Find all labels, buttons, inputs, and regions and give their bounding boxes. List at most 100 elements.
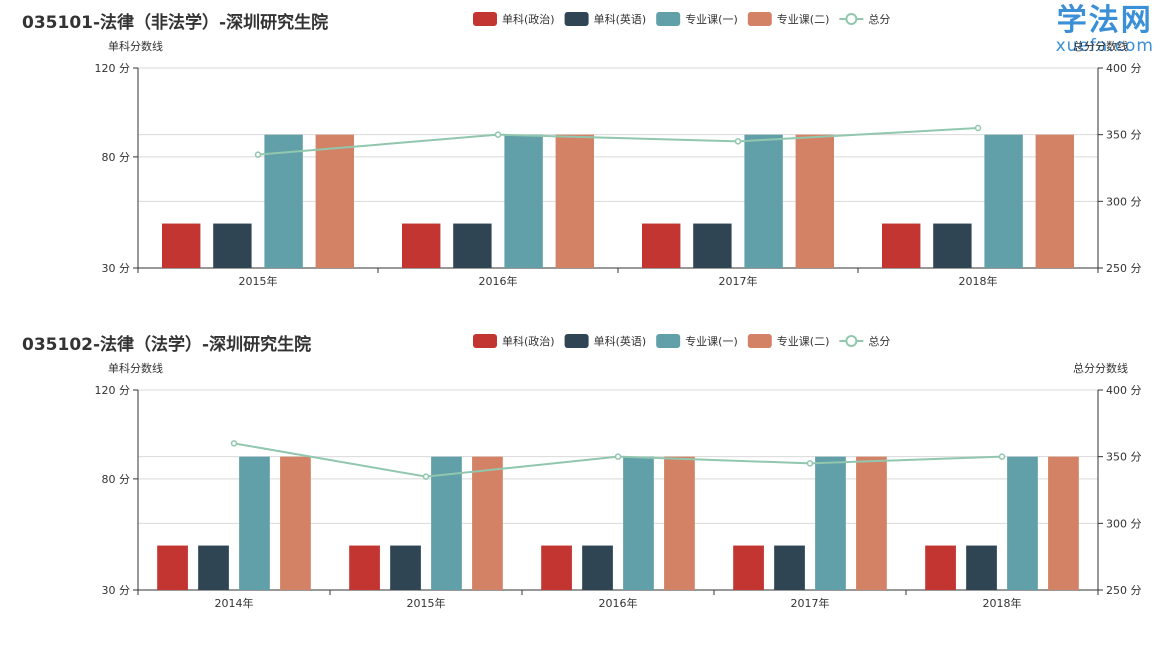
legend-label: 专业课(一) [685,334,738,348]
legend-swatch[interactable] [747,12,772,26]
y-axis-left-label: 单科分数线 [108,361,163,375]
bar[interactable] [555,134,594,268]
bar[interactable] [856,456,887,590]
y-right-tick-label: 350 分 [1106,129,1142,142]
x-tick-label: 2017年 [719,274,758,288]
total-score-point[interactable] [734,138,742,145]
x-tick-label: 2018年 [959,274,998,288]
legend-label: 单科(政治) [502,12,555,26]
y-axis-right-label: 总分分数线 [1073,361,1128,375]
legend-swatch[interactable] [564,334,589,348]
legend-label: 专业课(二) [777,334,830,348]
chart-law-nonlaw: 035101-法律（非法学）-深圳研究生院 单科(政治) 单科(英语) 专业课(一) 专… [22,12,1142,288]
bar[interactable] [693,223,732,268]
legend-swatch[interactable] [656,12,681,26]
y-axis-right-label: 总分分数线 [1073,39,1128,53]
y-left-tick-label: 120 分 [95,62,131,75]
bar[interactable] [431,456,462,590]
chart-title: 035101-法律（非法学）-深圳研究生院 [22,12,328,33]
legend-swatch[interactable] [656,334,681,348]
watermark-main-text: 学法网 [1056,3,1153,38]
x-tick-label: 2016年 [599,596,638,610]
bar[interactable] [664,456,695,590]
legend-label: 单科(英语) [594,12,647,26]
bar[interactable] [984,134,1023,268]
y-left-tick-label: 80 分 [102,151,131,164]
x-tick-label: 2016年 [479,274,518,288]
watermark-logo: 学法网 xuefa.com [1056,6,1154,55]
bar[interactable] [733,545,764,590]
bar[interactable] [280,456,311,590]
legend-swatch[interactable] [747,334,772,348]
bar[interactable] [1035,134,1074,268]
legend-label: 专业课(二) [777,12,830,26]
x-tick-label: 2015年 [239,274,278,288]
bar[interactable] [642,223,681,268]
bar[interactable] [774,545,805,590]
bar[interactable] [402,223,441,268]
legend-label: 单科(英语) [594,334,647,348]
y-left-tick-label: 30 分 [102,262,131,275]
bar[interactable] [1048,456,1079,590]
x-tick-label: 2015年 [407,596,446,610]
total-score-point[interactable] [254,151,262,158]
legend-label: 专业课(一) [685,12,738,26]
y-right-tick-label: 300 分 [1106,195,1142,208]
bar[interactable] [453,223,492,268]
bar[interactable] [1007,456,1038,590]
chart-law-law: 035102-法律（法学）-深圳研究生院 单科(政治) 单科(英语) 专业课(一) 专业… [22,334,1142,610]
legend-swatch[interactable] [473,12,497,26]
bar[interactable] [925,545,956,590]
x-tick-label: 2018年 [983,596,1022,610]
x-tick-label: 2017年 [791,596,830,610]
bar[interactable] [541,545,572,590]
bar[interactable] [264,134,303,268]
y-right-tick-label: 300 分 [1106,517,1142,530]
total-score-point[interactable] [974,124,982,132]
y-left-tick-label: 80 分 [102,473,131,486]
bar[interactable] [239,456,270,590]
y-left-tick-label: 120 分 [95,384,131,397]
legend-label: 总分 [868,12,890,26]
bar[interactable] [504,134,543,268]
bar[interactable] [349,545,380,590]
total-score-point[interactable] [494,131,502,138]
bar[interactable] [623,456,654,590]
total-score-point[interactable] [806,460,814,467]
bar[interactable] [933,223,972,268]
bar[interactable] [815,456,846,590]
y-right-tick-label: 250 分 [1106,262,1142,275]
y-right-tick-label: 400 分 [1106,62,1142,75]
total-score-point[interactable] [230,440,238,447]
bar[interactable] [162,223,201,268]
legend-swatch[interactable] [473,334,497,348]
y-axis-left-label: 单科分数线 [108,39,163,53]
bar[interactable] [582,545,613,590]
y-right-tick-label: 400 分 [1106,384,1142,397]
bar[interactable] [882,223,921,268]
legend-label: 总分 [868,334,890,348]
legend-line-marker[interactable] [845,13,858,25]
total-score-point[interactable] [422,473,430,480]
bar[interactable] [795,134,834,268]
bar[interactable] [213,223,252,268]
chart-title: 035102-法律（法学）-深圳研究生院 [22,334,311,355]
y-right-tick-label: 250 分 [1106,584,1142,597]
legend-label: 单科(政治) [502,334,555,348]
bar[interactable] [390,545,421,590]
bar[interactable] [198,545,229,590]
x-tick-label: 2014年 [215,596,254,610]
bar[interactable] [966,545,997,590]
y-left-tick-label: 30 分 [102,584,131,597]
bar[interactable] [315,134,354,268]
legend-swatch[interactable] [564,12,589,26]
bar[interactable] [744,134,783,268]
watermark-sub-text: xuefa.com [1055,36,1154,56]
bar[interactable] [157,545,188,590]
bar[interactable] [472,456,503,590]
total-score-point[interactable] [614,453,622,460]
total-score-line [257,127,979,156]
y-right-tick-label: 350 分 [1106,451,1142,464]
total-score-point[interactable] [998,453,1006,460]
legend-line-marker[interactable] [845,335,858,347]
